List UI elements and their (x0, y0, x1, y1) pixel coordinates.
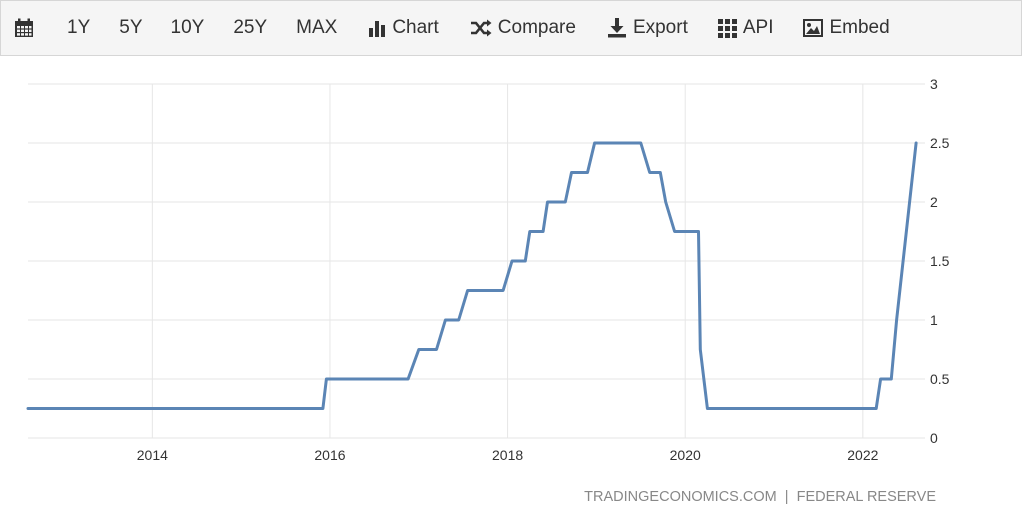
y-tick-label: 2 (930, 194, 938, 210)
series-layer (26, 141, 918, 410)
range-25y-button[interactable]: 25Y (233, 17, 268, 38)
export-button[interactable]: Export (607, 1, 688, 55)
x-axis-labels: 2014 2016 2018 2020 2022 (137, 447, 879, 463)
x-tick-label: 2016 (314, 447, 345, 463)
y-tick-label: 1 (930, 312, 938, 328)
range-5y-button[interactable]: 5Y (119, 17, 143, 38)
range-10y-button[interactable]: 10Y (170, 17, 205, 38)
embed-label: Embed (829, 17, 890, 38)
compare-label: Compare (497, 17, 576, 38)
chart-label: Chart (392, 17, 439, 38)
x-tick-label: 2020 (670, 447, 701, 463)
embed-button[interactable]: Embed (803, 1, 890, 55)
y-tick-label: 2.5 (930, 135, 950, 151)
source-label: TRADINGECONOMICS.COM | FEDERAL RESERVE (584, 489, 936, 505)
y-axis-labels: 0 0.5 1 1.5 2 2.5 3 (930, 76, 950, 446)
calendar-button[interactable] (14, 1, 34, 55)
bar-chart-icon (369, 21, 386, 37)
x-tick-label: 2022 (847, 447, 878, 463)
image-icon (803, 19, 824, 37)
series-line (26, 141, 918, 410)
y-tick-label: 0.5 (930, 371, 950, 387)
download-icon (607, 18, 626, 38)
chart-button[interactable]: Chart (368, 1, 439, 55)
x-tick-label: 2014 (137, 447, 168, 463)
y-gridlines (28, 83, 925, 439)
y-tick-label: 1.5 (930, 253, 950, 269)
api-button[interactable]: API (717, 1, 774, 55)
chart-area: 0 0.5 1 1.5 2 2.5 3 2014 2016 2018 2020 2022 TRADI… (0, 56, 1024, 524)
x-tick-label: 2018 (492, 447, 523, 463)
line-chart: 0 0.5 1 1.5 2 2.5 3 2014 2016 2018 2020 2022 TRADI… (26, 76, 950, 505)
compare-button[interactable]: Compare (470, 1, 576, 55)
grid-icon (717, 18, 737, 38)
toolbar: 1Y 5Y 10Y 25Y MAX Chart Compare Export (0, 0, 1022, 56)
export-label: Export (632, 17, 688, 38)
shuffle-icon (470, 19, 492, 37)
calendar-icon (15, 18, 33, 37)
range-max-button[interactable]: MAX (296, 17, 338, 38)
api-label: API (742, 17, 774, 38)
range-1y-button[interactable]: 1Y (67, 17, 91, 38)
y-tick-label: 3 (930, 76, 938, 92)
y-tick-label: 0 (930, 430, 938, 446)
